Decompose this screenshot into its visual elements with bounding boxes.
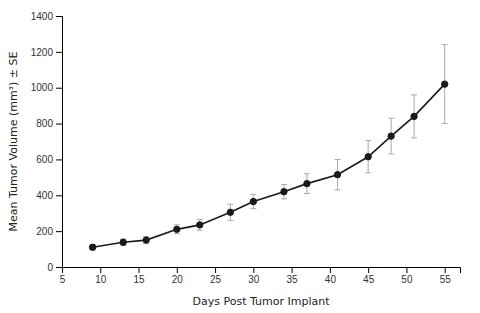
tick: 50: [401, 267, 413, 285]
tick-mark: [330, 267, 331, 273]
tick-label: 1200: [31, 47, 54, 58]
tick: 1200: [31, 47, 62, 58]
tick-mark: [292, 267, 293, 273]
tick-label: 800: [36, 118, 53, 129]
data-point: [120, 239, 126, 245]
x-axis-title: Days Post Tumor Implant: [193, 295, 331, 308]
tick: 35: [287, 267, 299, 285]
tick-mark: [56, 16, 62, 17]
tick-label: 400: [36, 190, 53, 201]
tick-mark: [56, 52, 62, 53]
data-point: [411, 113, 417, 119]
tick: 20: [172, 267, 184, 285]
tick: 30: [248, 267, 260, 285]
error-bar: [304, 174, 310, 194]
tick: 5: [60, 267, 66, 285]
tick-label: 30: [248, 274, 260, 285]
tick-mark: [139, 267, 140, 273]
tick-label: 50: [401, 274, 413, 285]
tick-mark: [56, 88, 62, 89]
tick-mark: [368, 267, 369, 273]
tick-label: 5: [60, 274, 66, 285]
tick-mark: [56, 231, 62, 232]
tick-label: 55: [440, 274, 452, 285]
tick-label: 40: [325, 274, 337, 285]
tick: 1400: [31, 11, 62, 22]
x-axis: 5 10 15 20 25 30 35 40 45 50 55: [60, 267, 461, 285]
tick-label: 45: [363, 274, 375, 285]
tick: 40: [325, 267, 337, 285]
chart-svg: 5 10 15 20 25 30 35 40 45 50 55 0 200 400 600 800 1000 12…: [0, 0, 480, 313]
y-axis: 0 200 400 600 800 1000 1200 1400: [31, 11, 63, 273]
tick-mark: [56, 159, 62, 160]
tick-label: 1400: [31, 11, 54, 22]
data-point: [89, 244, 95, 250]
tick: 1000: [31, 82, 62, 93]
data-point: [281, 189, 287, 195]
error-bar: [250, 194, 256, 208]
axis-line: [56, 17, 63, 268]
error-bar: [335, 159, 341, 189]
error-bar: [120, 239, 126, 245]
tick: 25: [210, 267, 222, 285]
tick: 15: [133, 267, 145, 285]
error-bar: [281, 185, 287, 199]
plot: 5 10 15 20 25 30 35 40 45 50 55 0 200 400 600 800 1000 12…: [31, 11, 461, 285]
markers: [89, 81, 447, 251]
error-bar: [388, 118, 394, 154]
data-point: [250, 198, 256, 204]
tick-label: 35: [287, 274, 299, 285]
tick: 0: [47, 262, 62, 273]
tick-label: 200: [36, 226, 53, 237]
tick-label: 15: [133, 274, 145, 285]
tick-label: 25: [210, 274, 222, 285]
error-bar: [227, 204, 233, 220]
data-point: [304, 180, 310, 186]
tick-mark: [56, 267, 62, 268]
tick-mark: [445, 267, 446, 273]
data-point: [334, 171, 340, 177]
tick: 800: [36, 118, 62, 129]
marks: [89, 45, 447, 251]
tick: 45: [363, 267, 375, 285]
data-point: [197, 222, 203, 228]
chart-container: 5 10 15 20 25 30 35 40 45 50 55 0 200 400 600 800 1000 12…: [0, 0, 480, 313]
tick-label: 20: [172, 274, 184, 285]
tick-label: 1000: [31, 82, 54, 93]
tick-mark: [406, 267, 407, 273]
data-point: [442, 81, 448, 87]
tick-label: 0: [47, 262, 53, 273]
error-bar: [365, 141, 371, 173]
tick: 10: [95, 267, 107, 285]
tick-label: 10: [95, 274, 107, 285]
tick-mark: [56, 124, 62, 125]
tick: 55: [440, 267, 452, 285]
error-bar: [174, 225, 180, 234]
tick-label: 600: [36, 154, 53, 165]
data-point: [365, 154, 371, 160]
error-bar: [197, 219, 203, 230]
data-point: [388, 133, 394, 139]
tick-mark: [215, 267, 216, 273]
data-line: [93, 84, 445, 247]
tick-mark: [177, 267, 178, 273]
error-bar: [411, 95, 417, 138]
tick-mark: [56, 195, 62, 196]
data-point: [227, 209, 233, 215]
tick-mark: [253, 267, 254, 273]
error-bar: [90, 245, 96, 250]
data-point: [143, 237, 149, 243]
tick: 400: [36, 190, 62, 201]
tick: 200: [36, 226, 62, 237]
error-bar: [143, 237, 149, 244]
data-point: [174, 226, 180, 232]
error-bars: [90, 45, 448, 250]
y-axis-title: Mean Tumor Volume (mm³) ± SE: [7, 51, 20, 231]
error-bar: [442, 45, 448, 124]
tick-mark: [100, 267, 101, 273]
axis-line: [63, 268, 461, 274]
tick: 600: [36, 154, 62, 165]
